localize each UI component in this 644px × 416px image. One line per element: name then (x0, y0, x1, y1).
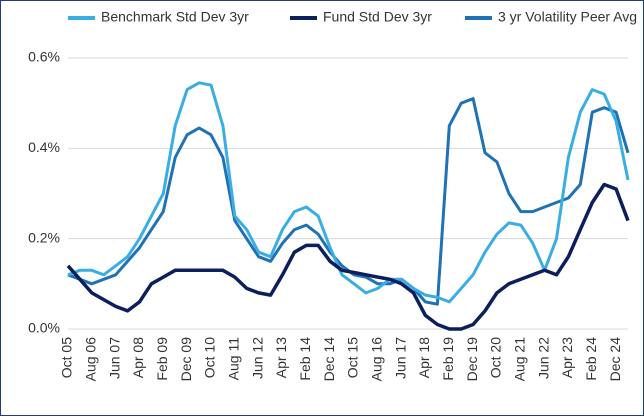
x-tick-label: Apr 13 (273, 337, 289, 378)
x-tick-label: Oct 15 (345, 337, 361, 378)
y-tick-label: 0.0% (28, 320, 60, 336)
x-tick-label: Jun 07 (106, 337, 122, 379)
x-tick-label: Apr 23 (559, 337, 575, 378)
y-tick-label: 0.2% (28, 229, 60, 245)
x-tick-label: Aug 21 (511, 337, 527, 382)
x-tick-label: Apr 08 (130, 337, 146, 378)
x-tick-label: Oct 20 (488, 337, 504, 378)
x-tick-label: Jun 17 (392, 337, 408, 379)
x-tick-label: Dec 19 (464, 337, 480, 382)
x-tick-label: Oct 10 (202, 337, 218, 378)
x-tick-label: Oct 05 (59, 337, 75, 378)
x-tick-label: Feb 19 (440, 337, 456, 381)
x-tick-label: Dec 09 (178, 337, 194, 382)
legend-label: Fund Std Dev 3yr (323, 9, 432, 25)
x-tick-label: Apr 18 (416, 337, 432, 378)
x-tick-label: Jun 12 (249, 337, 265, 379)
y-tick-label: 0.4% (28, 139, 60, 155)
x-tick-label: Aug 06 (83, 337, 99, 382)
x-tick-label: Jun 22 (535, 337, 551, 379)
legend-label: 3 yr Volatility Peer Avg (498, 9, 637, 25)
x-tick-label: Dec 24 (607, 337, 623, 382)
series-line (66, 182, 630, 331)
x-tick-label: Dec 14 (321, 337, 337, 382)
x-tick-label: Feb 09 (154, 337, 170, 381)
series-line (67, 81, 630, 304)
x-tick-label: Aug 16 (368, 337, 384, 382)
legend-label: Benchmark Std Dev 3yr (101, 9, 249, 25)
x-tick-label: Feb 24 (583, 337, 599, 381)
x-tick-label: Aug 11 (226, 337, 242, 381)
x-tick-label: Feb 14 (297, 337, 313, 381)
y-tick-label: 0.6% (28, 49, 60, 65)
